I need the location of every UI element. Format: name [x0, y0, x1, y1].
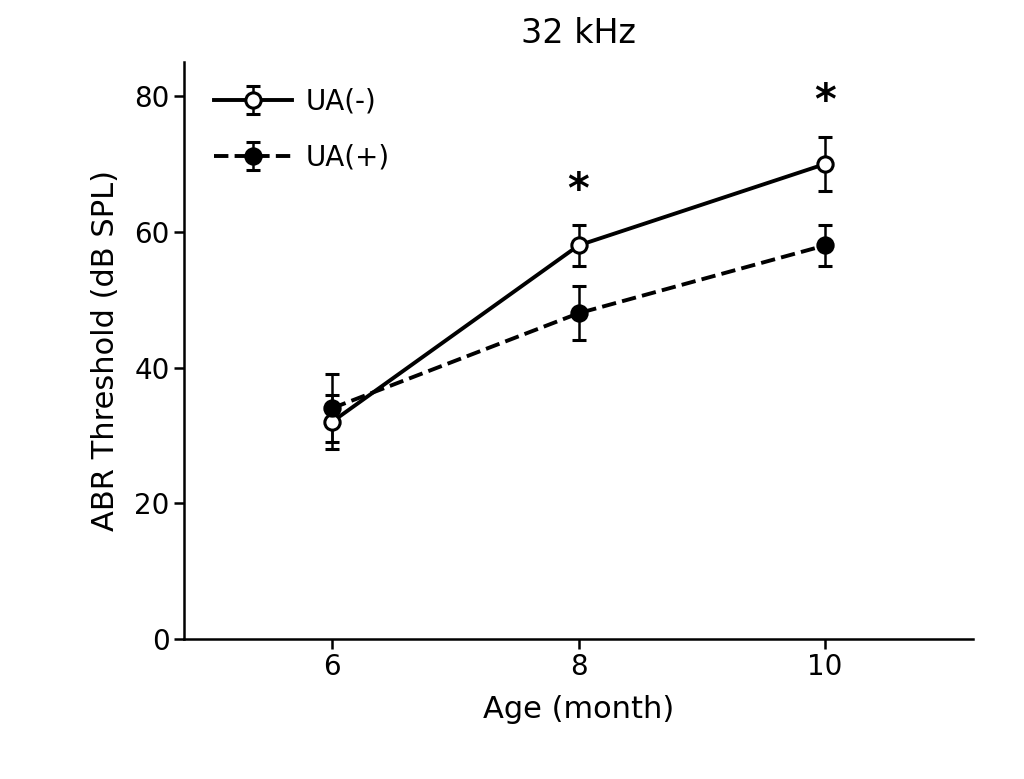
Legend: UA(-), UA(+): UA(-), UA(+) — [214, 88, 390, 171]
Text: *: * — [567, 170, 590, 212]
X-axis label: Age (month): Age (month) — [483, 695, 674, 724]
Text: *: * — [814, 81, 836, 123]
Y-axis label: ABR Threshold (dB SPL): ABR Threshold (dB SPL) — [91, 170, 121, 531]
Title: 32 kHz: 32 kHz — [521, 17, 636, 50]
